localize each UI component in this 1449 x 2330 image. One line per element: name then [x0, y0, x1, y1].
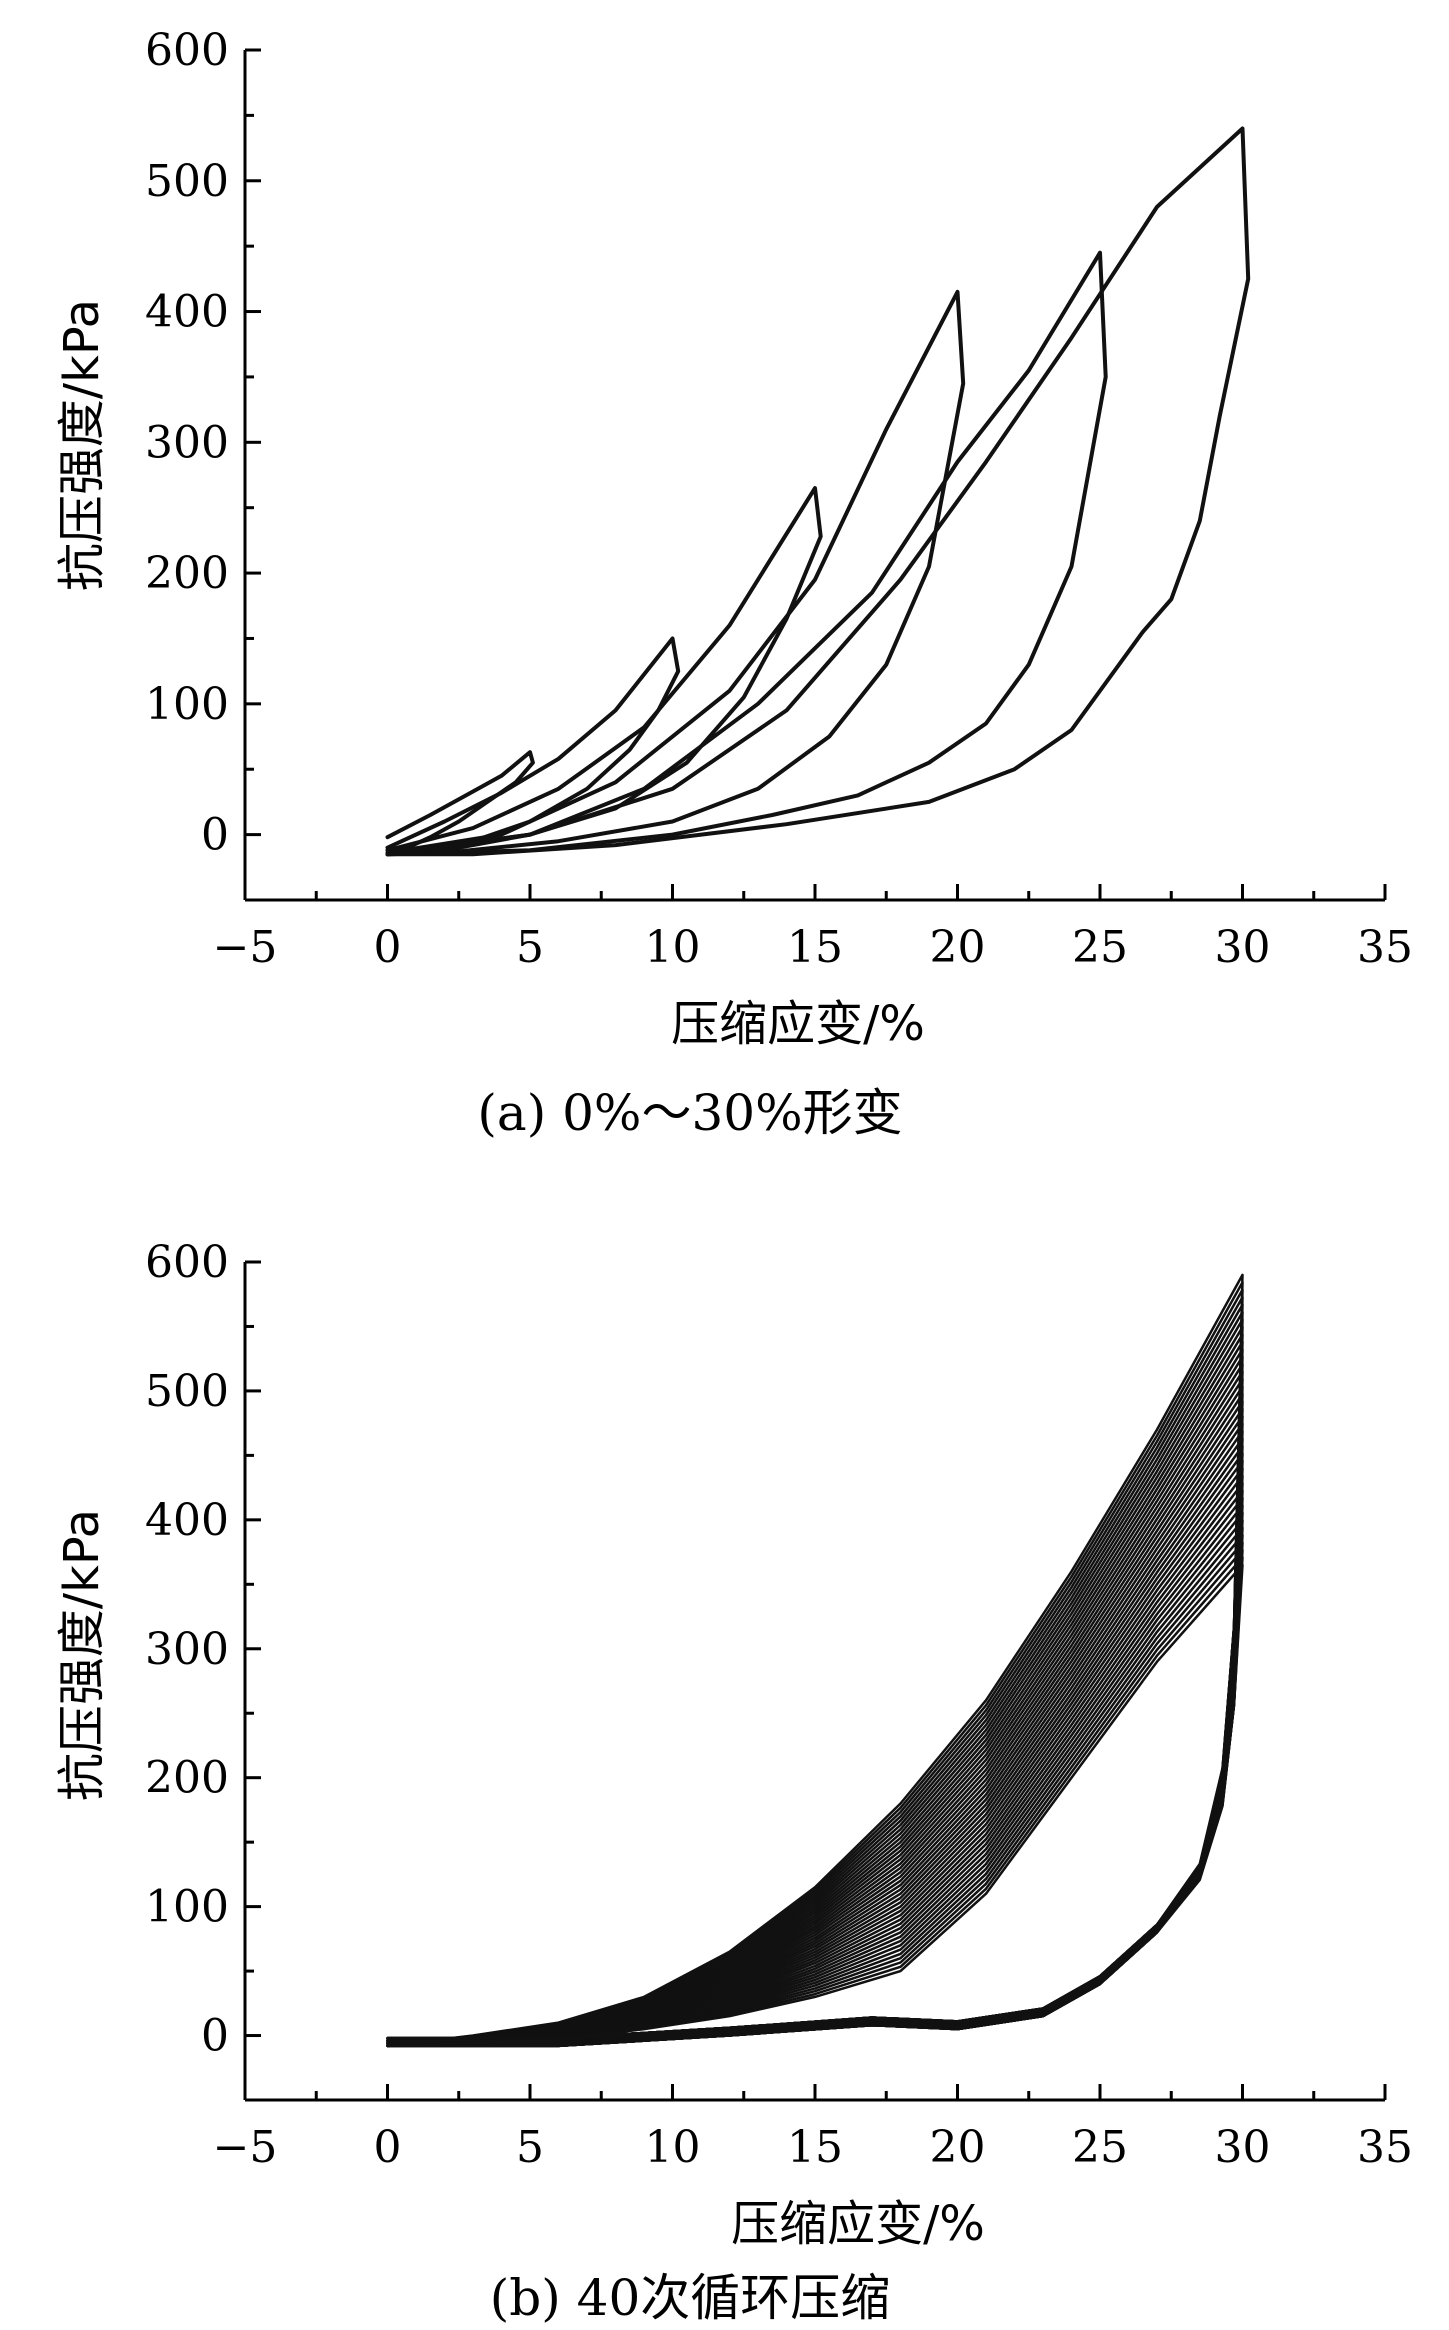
panel-a: 0 100 200 300 400 500 600 −5 0 5 10 15 20 25 30 35 抗压强度… — [54, 25, 1413, 1142]
y-tick-label: 600 — [145, 1237, 229, 1288]
x-tick-label: 35 — [1357, 2122, 1413, 2173]
series-line-4 — [385, 289, 966, 857]
y-tick-label: 200 — [145, 1753, 229, 1804]
x-tick-label: 20 — [930, 2122, 986, 2173]
y-tick-label: 500 — [145, 156, 229, 207]
series-line-6 — [385, 126, 1251, 857]
y-tick-label: 100 — [145, 1882, 229, 1933]
y-tick-label: 200 — [145, 548, 229, 599]
y-tick-label: 500 — [145, 1366, 229, 1417]
x-tick-label: 5 — [516, 922, 544, 973]
series-line-3 — [385, 486, 823, 857]
y-tick-label: 300 — [145, 417, 229, 468]
panel-b-ylabel: 抗压强度/kPa — [54, 1509, 110, 1801]
y-tick-label: 400 — [145, 287, 229, 338]
panel-a-tick-labels: 0 100 200 300 400 500 600 −5 0 5 10 15 20 25 30 35 — [145, 25, 1413, 973]
y-tick-label: 0 — [201, 810, 229, 861]
panel-b-caption: (b) 40次循环压缩 — [490, 2269, 891, 2327]
x-tick-label: 0 — [374, 2122, 402, 2173]
y-tick-label: 0 — [201, 2011, 229, 2062]
panel-a-axes — [243, 48, 1387, 902]
cycle-line-26 — [386, 1459, 1244, 2048]
y-tick-label: 600 — [145, 25, 229, 76]
y-tick-label: 300 — [145, 1624, 229, 1675]
x-tick-label: 10 — [645, 2122, 701, 2173]
panel-b-curves — [386, 1273, 1244, 2048]
x-tick-label: 25 — [1072, 922, 1128, 973]
y-tick-label: 100 — [145, 679, 229, 730]
x-tick-label: 10 — [645, 922, 701, 973]
y-tick-label: 400 — [145, 1495, 229, 1546]
series-line-5 — [385, 250, 1108, 857]
panel-b: 0 100 200 300 400 500 600 −5 0 5 10 15 20 25 30 35 抗压强度… — [54, 1237, 1413, 2327]
panel-a-xlabel: 压缩应变/% — [671, 996, 925, 1052]
x-tick-label: −5 — [213, 2122, 278, 2173]
panel-a-ylabel: 抗压强度/kPa — [54, 299, 110, 591]
x-tick-label: −5 — [213, 922, 278, 973]
x-tick-label: 0 — [374, 922, 402, 973]
x-tick-label: 20 — [930, 922, 986, 973]
panel-a-curves — [385, 126, 1251, 857]
panel-b-xlabel: 压缩应变/% — [731, 2196, 985, 2252]
x-tick-label: 35 — [1357, 922, 1413, 973]
cycle-line-40 — [386, 1563, 1244, 2048]
x-tick-label: 30 — [1215, 922, 1271, 973]
x-tick-label: 30 — [1215, 2122, 1271, 2173]
panel-b-axes — [243, 1260, 1387, 2102]
x-tick-label: 5 — [516, 2122, 544, 2173]
panel-a-caption: (a) 0%～30%形变 — [477, 1084, 902, 1142]
x-tick-label: 25 — [1072, 2122, 1128, 2173]
x-tick-label: 15 — [787, 2122, 843, 2173]
x-tick-label: 15 — [787, 922, 843, 973]
panel-b-tick-labels: 0 100 200 300 400 500 600 −5 0 5 10 15 20 25 30 35 — [145, 1237, 1413, 2173]
